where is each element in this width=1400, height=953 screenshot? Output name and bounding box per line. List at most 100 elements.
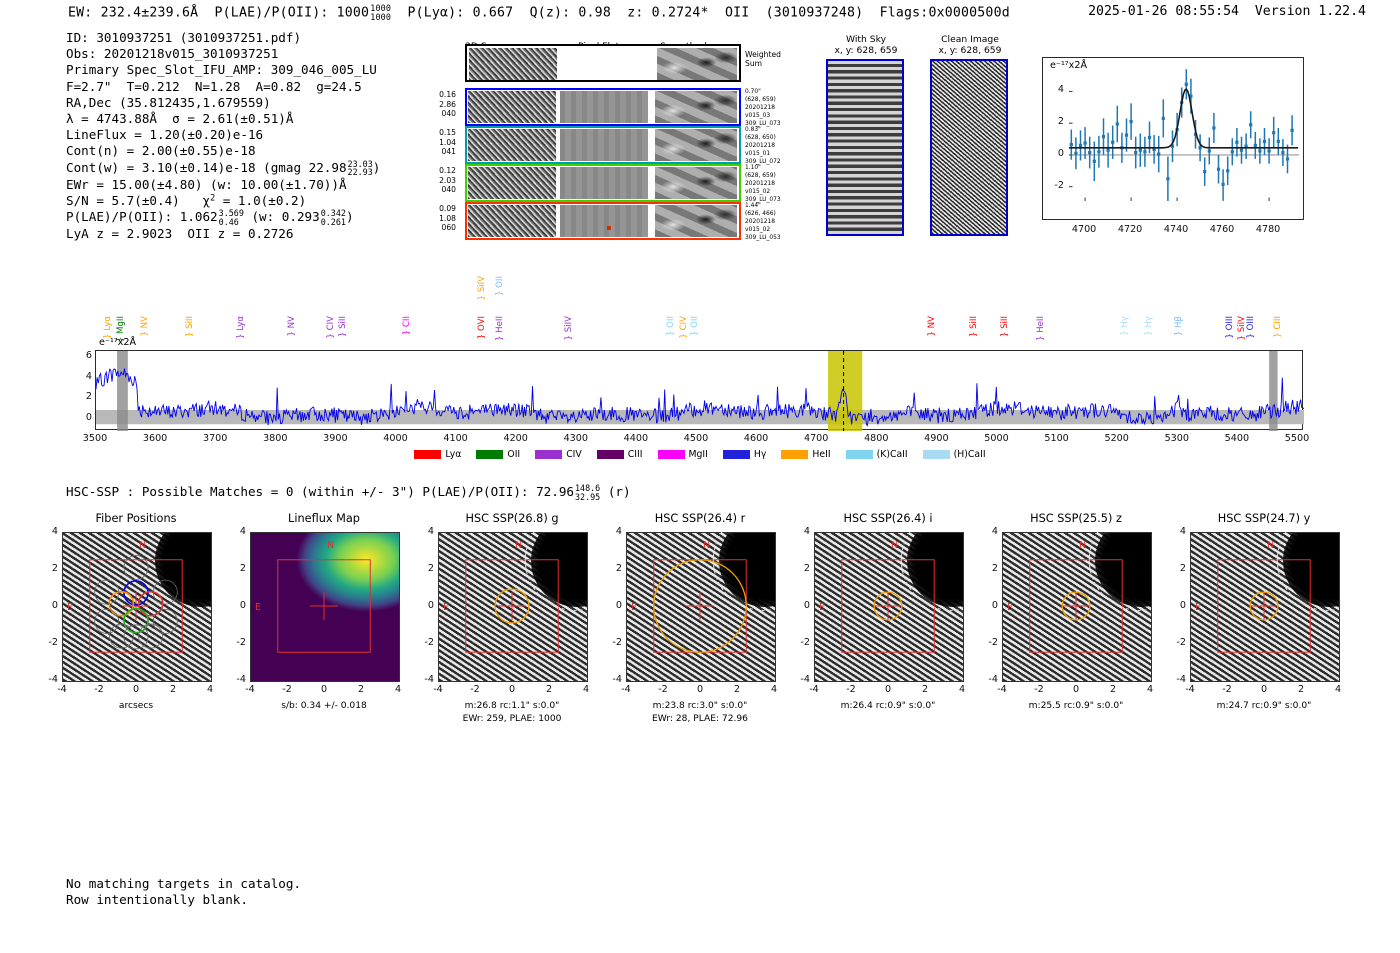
info-cont-w: Cont(w) = 3.10(±0.14)e-18 (gmag 22.98 23.… — [66, 158, 381, 178]
cutout-axis-tick: 0 — [1260, 684, 1268, 695]
timestamp: 2025-01-26 08:55:54 — [1088, 4, 1239, 19]
cutout-caption: m:23.8 rc:3.0" s:0.0" — [652, 701, 748, 711]
cutout-axis-tick: 4 — [427, 526, 434, 537]
axis-tick-label: -2 — [1054, 179, 1064, 191]
cutout-axis-tick: -2 — [1034, 684, 1044, 695]
cutout-axis-tick: -2 — [612, 637, 622, 648]
hsc-summary-line: HSC-SSP : Possible Matches = 0 (within +… — [66, 483, 631, 502]
spectrum-line-label: } OIII — [1245, 316, 1256, 339]
legend-label: CIII — [627, 449, 643, 460]
info-ewr: EWr = 15.00(±4.80) (w: 10.00(±1.70))Å — [66, 176, 347, 192]
cutout-caption: s/b: 0.34 +/- 0.018 — [281, 701, 367, 711]
plya-label: P(Lyα): — [407, 5, 465, 21]
spec2d-fiber-row — [465, 202, 741, 240]
info-cont-n: Cont(n) = 2.00(±0.55)e-18 — [66, 143, 256, 159]
fiber-row-right-labels: 0.83" (628, 650) 20201218 v015_01 309_LU_072 — [745, 127, 781, 166]
flags-value: Flags:0x0000500d — [879, 5, 1010, 21]
legend-item: OII — [476, 449, 520, 460]
info-id: ID: 3010937251 (3010937251.pdf) — [66, 30, 302, 45]
cutout-axis-tick: 0 — [51, 600, 58, 611]
legend-item: (K)CaII — [845, 449, 908, 460]
cutout-image[interactable] — [438, 532, 588, 682]
fiber-row-right-labels: 1.10" (628, 659) 20201218 v015_02 309_LU_073 — [745, 165, 781, 204]
legend-label: CIV — [566, 449, 582, 460]
spectrum-line-label: } SiII — [999, 316, 1010, 338]
spec2d-weighted-sum-row — [465, 44, 741, 82]
spectrum-line-label: } NV — [140, 316, 151, 337]
cutout-axis-tick: 4 — [615, 526, 622, 537]
weighted-sum-label: Weighted Sum — [745, 50, 781, 69]
cutout-axis-tick: 0 — [1072, 684, 1080, 695]
cutout-axis-tick: 4 — [770, 684, 778, 695]
axis-tick-label: 4 — [1057, 84, 1064, 96]
cutout-axis-tick: 0 — [991, 600, 998, 611]
spectrum-line-label: } SiIV — [563, 316, 574, 341]
spec2d-fiber-row — [465, 126, 741, 164]
legend-label: HeII — [812, 449, 831, 460]
legend-item: CIII — [596, 449, 643, 460]
legend-item: Lyα — [414, 449, 461, 460]
clean-image-coords: x, y: 628, 659 — [938, 45, 1002, 56]
axis-tick-label: 2 — [1057, 116, 1064, 128]
cutout-axis-tick: 0 — [132, 684, 140, 695]
legend-item: (H)CaII — [922, 449, 986, 460]
cutout-image[interactable] — [626, 532, 776, 682]
axis-tick-label: 3700 — [202, 433, 228, 444]
spec2d-fiber-row — [465, 88, 741, 126]
spectrum-line-label: } CIV — [326, 316, 337, 339]
legend-label: Hγ — [753, 449, 767, 460]
cutout-axis-tick: -2 — [800, 637, 810, 648]
spectrum-line-label: } NV — [927, 316, 938, 337]
cutout-title: HSC SSP(26.4) i — [843, 512, 933, 525]
cutout-axis-tick: -2 — [282, 684, 292, 695]
cutout-title: HSC SSP(24.7) y — [1217, 512, 1311, 525]
legend-item: CIV — [535, 449, 582, 460]
cutout-caption: m:24.7 rc:0.9" s:0.0" — [1216, 701, 1312, 711]
legend-item: HeII — [781, 449, 831, 460]
plae-detail-range: 3.569 0.46 — [218, 208, 244, 227]
info-sn-chi2: S/N = 5.7(±0.4) χ2 = 1.0(±0.2) — [66, 192, 307, 208]
axis-tick-label: 4100 — [443, 433, 468, 444]
legend-item: MgII — [657, 449, 708, 460]
cutout-axis-tick: 2 — [545, 684, 553, 695]
cutout-axis-tick: 2 — [921, 684, 929, 695]
header-summary-line: EW: 232.4±239.6Å P(LAE)/P(OII): 1000 1000… — [68, 4, 1010, 21]
legend-swatch — [535, 450, 563, 459]
cutout-axis-tick: 0 — [803, 600, 810, 611]
info-obs: Obs: 20201218v015_3010937251 — [66, 46, 279, 62]
cutout-image[interactable] — [62, 532, 212, 682]
cutout-axis-tick: 2 — [1297, 684, 1305, 695]
cutout-axis-tick: 4 — [991, 526, 998, 537]
cutout-image[interactable] — [814, 532, 964, 682]
cutout-title: HSC SSP(26.8) g — [465, 512, 559, 525]
cutout-image[interactable] — [1190, 532, 1340, 682]
cutout-axis-tick: 0 — [427, 600, 434, 611]
cutout-image[interactable] — [250, 532, 400, 682]
cutout-title: Lineflux Map — [288, 512, 360, 525]
fiber-row-left-labels: 0.12 2.03 040 — [439, 166, 456, 195]
fiber-row-right-labels: 0.70" (628, 659) 20201218 v015_03 309_LU_073 — [745, 89, 781, 128]
cutout-axis-tick: 2 — [1179, 563, 1186, 574]
cutout-axis-tick: 2 — [733, 684, 741, 695]
cutout-axis-tick: 2 — [803, 563, 810, 574]
info-params: F=2.7" T=0.212 N=1.28 A=0.82 g=24.5 — [66, 78, 362, 94]
cutout-image[interactable] — [1002, 532, 1152, 682]
line-catid: (3010937248) — [765, 5, 864, 21]
footer-line-2: Row intentionally blank. — [66, 892, 248, 908]
fiber-row-left-labels: 0.09 1.08 060 — [439, 204, 456, 233]
cutout-axis-tick: 4 — [1146, 684, 1154, 695]
cutout-axis-tick: 2 — [239, 563, 246, 574]
axis-tick-label: 4 — [85, 370, 92, 382]
cutout-axis-tick: 2 — [615, 563, 622, 574]
cutout-axis-tick: 0 — [884, 684, 892, 695]
spectrum-line-label: } Lyα — [102, 316, 113, 339]
axis-tick-label: 4300 — [563, 433, 588, 444]
axis-tick-label: 5200 — [1104, 433, 1129, 444]
gmag-range: 23.03 22.93 — [347, 158, 373, 178]
cutout-title: HSC SSP(26.4) r — [654, 512, 746, 525]
legend-label: (K)CaII — [876, 449, 908, 460]
fiber-row-right-labels: 1.44" (626, 466) 20201218 v015_02 309_LU_053 — [745, 203, 781, 242]
cutout-axis-tick: -4 — [236, 674, 246, 685]
info-redshifts: LyA z = 2.9023 OII z = 0.2726 — [66, 226, 294, 242]
cutout-axis-tick: -2 — [94, 684, 104, 695]
